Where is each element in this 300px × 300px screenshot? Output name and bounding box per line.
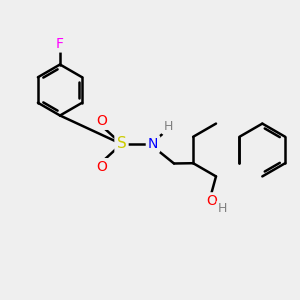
Text: O: O [206,194,217,208]
Text: H: H [163,119,173,133]
Text: N: N [148,137,158,151]
Text: S: S [117,136,126,152]
Text: H: H [218,202,228,215]
Text: O: O [97,160,107,174]
Text: F: F [56,37,64,50]
Text: O: O [97,114,107,128]
